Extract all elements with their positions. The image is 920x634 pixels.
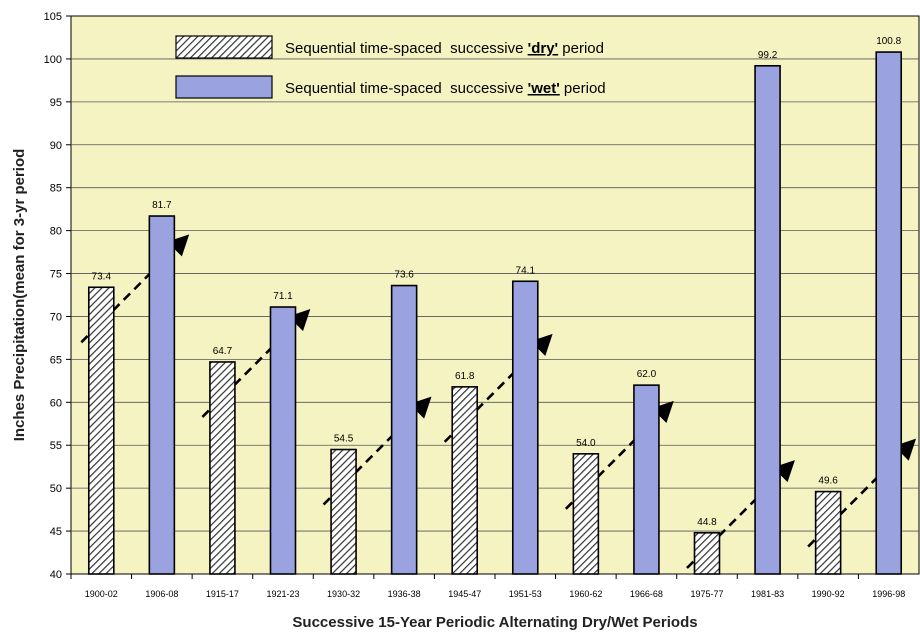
x-axis-title: Successive 15-Year Periodic Alternating … [292,614,697,631]
legend-label-wet: Sequential time-spaced successive 'wet' … [285,80,606,97]
legend-dry-key: 'dry' [528,40,558,57]
bars [87,51,903,575]
x-tick-label: 1975-77 [690,589,723,599]
x-tick-label: 1945-47 [448,589,481,599]
bar-wet [633,384,660,575]
bar-dry [209,361,236,575]
data-label: 61.8 [455,371,475,382]
x-tick-label: 1921-23 [266,589,299,599]
y-tick-label: 50 [50,483,62,495]
plot-area [70,15,920,575]
y-tick-label: 45 [50,526,62,538]
bar-wet [390,284,418,575]
x-tick-label: 1930-32 [327,589,360,599]
bar-dry [87,286,115,575]
x-tick-label: 1981-83 [751,589,784,599]
bar-wet [269,306,297,575]
y-tick-label: 105 [44,11,62,23]
x-tick-label: 1900-02 [85,589,118,599]
x-tick-label: 1936-38 [388,589,421,599]
legend-dry-suffix: period [558,40,604,57]
y-tick-label: 60 [50,397,62,409]
data-label: 71.1 [273,291,293,302]
x-tick-label: 1906-08 [145,589,178,599]
x-tick-label: 1990-92 [812,589,845,599]
data-label: 54.5 [334,434,354,445]
data-label: 81.7 [152,200,172,211]
bar-dry [330,448,357,575]
y-tick-label: 70 [50,311,62,323]
y-tick-label: 75 [50,269,62,281]
y-axis-ticks: 40 45 50 55 60 65 70 75 80 85 90 95 100 105 [44,11,71,581]
data-label: 62.0 [637,369,657,380]
data-label: 73.4 [92,271,112,282]
x-tick-label: 1966-68 [630,589,663,599]
bar-dry [451,386,479,575]
y-tick-label: 55 [50,440,62,452]
bar-wet [875,51,903,575]
bar-dry [693,531,721,575]
data-labels: 73.4 81.7 64.7 71.1 54.5 73.6 61.8 74.1 54.0 62.0… [92,36,902,528]
y-tick-label: 95 [50,97,62,109]
data-label: 64.7 [213,346,233,357]
y-axis-title: Inches Precipitation(mean for 3-yr perio… [11,149,28,442]
data-label: 49.6 [818,476,838,487]
y-tick-label: 40 [50,569,62,581]
y-tick-label: 90 [50,140,62,152]
x-axis-ticks: 1900-02 1906-08 1915-17 1921-23 1930-32 1936-… [70,574,905,599]
bar-wet [511,280,539,575]
legend: Sequential time-spaced successive 'dry' … [175,35,606,99]
y-tick-label: 65 [50,354,62,366]
x-tick-label: 1960-62 [569,589,602,599]
legend-label-dry: Sequential time-spaced successive 'dry' … [285,40,604,57]
data-label: 54.0 [576,438,596,449]
data-label: 99.2 [758,50,778,61]
x-tick-label: 1951-53 [509,589,542,599]
legend-dry-prefix: Sequential time-spaced successive [285,40,528,57]
legend-wet-prefix: Sequential time-spaced successive [285,80,528,97]
bar-wet [148,215,176,575]
y-tick-label: 100 [44,54,62,66]
x-tick-label: 1915-17 [206,589,239,599]
y-tick-label: 85 [50,183,62,195]
bar-dry [572,453,600,575]
data-label: 74.1 [516,265,536,276]
legend-wet-key: 'wet' [528,80,560,97]
data-label: 44.8 [697,517,717,528]
data-label: 100.8 [876,36,901,47]
legend-swatch-dry [175,35,273,59]
bar-wet [754,64,781,575]
x-tick-label: 1996-98 [872,589,905,599]
y-tick-label: 80 [50,226,62,238]
data-label: 73.6 [394,270,414,281]
legend-wet-suffix: period [560,80,606,97]
legend-swatch-wet [175,75,273,99]
bar-dry [814,490,842,575]
